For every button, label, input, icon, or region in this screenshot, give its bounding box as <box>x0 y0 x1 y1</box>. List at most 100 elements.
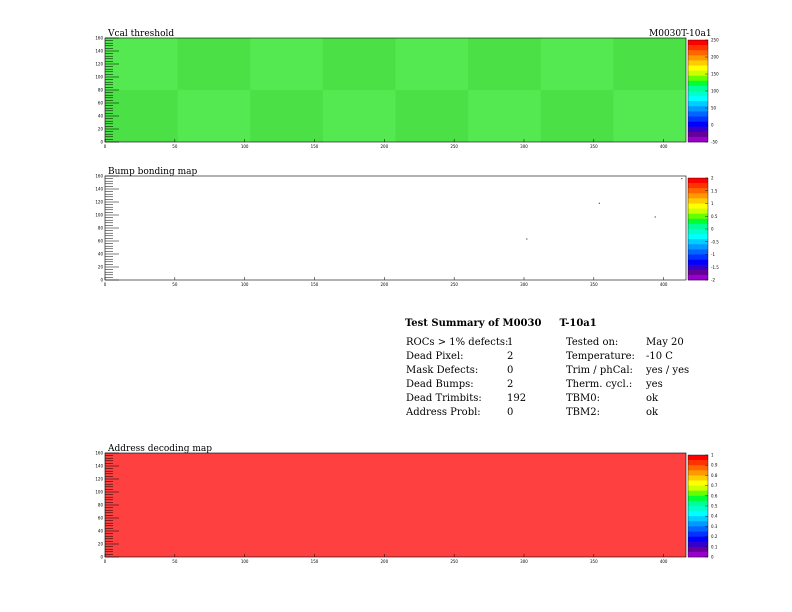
y-tick-label: 140 <box>95 49 103 54</box>
x-tick-label: 150 <box>311 559 319 564</box>
x-tick-label: 300 <box>520 282 528 287</box>
heatmap-field <box>104 452 687 558</box>
y-tick-label: 160 <box>95 174 103 179</box>
colorbar-band <box>688 490 708 497</box>
x-tick-label: 100 <box>241 144 249 149</box>
x-tick-label: 100 <box>241 282 249 287</box>
colorbar-band <box>688 460 708 466</box>
x-tick-label: 300 <box>520 144 528 149</box>
colorbar-band <box>688 511 708 517</box>
defect-point <box>598 202 601 204</box>
colorbar-band <box>688 244 708 250</box>
colorbar-band <box>688 70 708 76</box>
summary-label2: TBM2: <box>566 407 600 418</box>
colorbar-tick-label: 0.2 <box>711 534 718 539</box>
x-tick-label: 350 <box>590 282 598 287</box>
colorbar-tick-label: -1.5 <box>711 265 719 270</box>
summary-title: Test Summary of M0030 T-10a1 <box>405 318 597 329</box>
summary-label2: Trim / phCal: <box>566 365 633 376</box>
y-tick-label: 160 <box>95 451 103 456</box>
colorbar-tick-label: 0.1 <box>711 544 718 549</box>
roc-tile <box>468 38 541 90</box>
colorbar-band <box>688 455 708 461</box>
defect-point <box>681 178 683 180</box>
y-tick-label: 100 <box>95 75 103 80</box>
colorbar-band <box>688 80 708 87</box>
colorbar-band <box>688 75 708 82</box>
y-tick-label: 20 <box>98 265 104 270</box>
colorbar-band <box>688 526 708 532</box>
roc-tile <box>177 90 251 142</box>
summary-value2: -10 C <box>646 351 673 362</box>
colorbar-band <box>688 495 708 502</box>
colorbar-tick-label: 0.3 <box>711 524 718 529</box>
x-tick-label: 150 <box>311 144 319 149</box>
colorbar-band <box>688 121 708 127</box>
address-title: Address decoding map <box>108 444 213 454</box>
colorbar-band <box>688 178 708 184</box>
colorbar-tick-label: -50 <box>711 140 718 145</box>
colorbar-band <box>688 234 708 240</box>
summary-row: Dead Bumps: 2 Therm. cycl.: yes <box>405 379 705 393</box>
colorbar-tick-label: 2 <box>711 176 714 181</box>
colorbar-band <box>688 136 708 143</box>
colorbar-band <box>688 218 708 225</box>
x-tick-label: 350 <box>590 144 598 149</box>
x-tick-label: 50 <box>172 282 178 287</box>
summary-label: Dead Bumps: <box>406 379 474 390</box>
colorbar-band <box>688 40 708 46</box>
colorbar-band <box>688 45 708 51</box>
colorbar-band <box>688 480 708 486</box>
summary-label2: Tested on: <box>566 337 619 348</box>
colorbar-band <box>688 116 708 122</box>
colorbar-band <box>688 259 708 265</box>
colorbar-band <box>688 50 708 56</box>
colorbar-band <box>688 65 708 71</box>
x-tick-label: 400 <box>660 144 668 149</box>
colorbar-band <box>688 536 708 542</box>
defect-point <box>526 238 528 240</box>
colorbar-band <box>688 91 708 97</box>
y-tick-label: 120 <box>95 477 103 482</box>
roc-tile <box>540 38 614 90</box>
summary-value: 1 <box>507 337 514 348</box>
colorbar-band <box>688 470 708 476</box>
x-tick-label: 0 <box>104 144 107 149</box>
summary-label: ROCs > 1% defects: <box>406 337 509 348</box>
y-tick-label: 20 <box>98 542 104 547</box>
y-tick-label: 60 <box>98 239 104 244</box>
colorbar-band <box>688 203 708 209</box>
chart-panel-3: 0 50 100 150 200 250 300 350 400 0 20 40 60 80 100 120 1… <box>95 451 717 565</box>
colorbar-band <box>688 126 708 133</box>
x-tick-label: 350 <box>590 559 598 564</box>
colorbar-tick-label: -2 <box>711 278 715 283</box>
y-tick-label: 40 <box>98 529 104 534</box>
colorbar-band <box>688 551 708 558</box>
colorbar-band <box>688 198 708 204</box>
y-tick-label: 0 <box>100 140 103 145</box>
summary-value2: ok <box>646 393 659 404</box>
x-tick-label: 200 <box>381 144 389 149</box>
roc-tile <box>322 90 396 142</box>
colorbar-band <box>688 546 708 553</box>
colorbar-band <box>688 521 708 527</box>
colorbar-band <box>688 55 708 61</box>
colorbar-band <box>688 516 708 522</box>
colorbar-band <box>688 131 708 138</box>
colorbar-tick-label: 250 <box>711 38 719 43</box>
summary-value2: yes <box>646 379 663 390</box>
vcal-title: Vcal threshold <box>108 29 175 39</box>
summary-label2: Temperature: <box>566 351 635 362</box>
summary-value: 192 <box>507 393 527 404</box>
x-tick-label: 250 <box>450 282 458 287</box>
module-label: M0030T-10a1 <box>649 29 712 39</box>
x-tick-label: 250 <box>450 144 458 149</box>
x-tick-label: 400 <box>660 559 668 564</box>
summary-row: Dead Pixel: 2 Temperature: -10 C <box>405 351 705 365</box>
colorbar-tick-label: -1 <box>711 252 715 257</box>
colorbar-tick-label: 0.9 <box>711 463 718 468</box>
colorbar-tick-label: 1.5 <box>711 188 718 193</box>
colorbar-tick-label: 0 <box>711 227 714 232</box>
roc-tile <box>250 90 323 142</box>
x-tick-label: 200 <box>381 559 389 564</box>
